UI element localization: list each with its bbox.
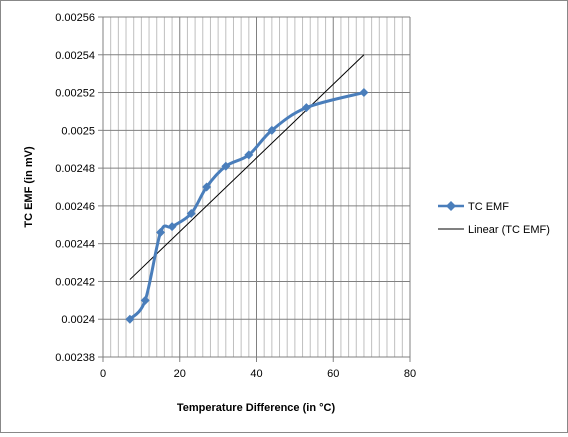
series-layer (125, 54, 369, 324)
tick-labels: 0.00238 0.0024 0.00242 0.00244 0.00246 0.0024… (55, 12, 416, 380)
data-point-tc-emf (156, 227, 166, 237)
legend-item-linear-tc-emf: Linear (TC EMF) (438, 224, 550, 236)
x-tick-label: 40 (250, 368, 262, 380)
data-point-tc-emf (186, 208, 196, 218)
data-point-tc-emf (167, 222, 177, 232)
data-point-tc-emf (125, 314, 135, 324)
legend-label-linear-tc-emf: Linear (TC EMF) (468, 224, 550, 236)
legend-label-tc-emf: TC EMF (468, 201, 509, 213)
y-tick-label: 0.0024 (61, 314, 95, 326)
axes (98, 16, 411, 362)
legend-item-tc-emf: TC EMF (438, 201, 509, 213)
y-tick-label: 0.00244 (55, 239, 95, 251)
x-tick-label: 80 (404, 368, 416, 380)
trendline-linear-tc-emf (129, 54, 365, 280)
y-axis-title: TC EMF (in mV) (23, 146, 35, 228)
data-point-tc-emf (221, 161, 231, 171)
x-axis-title: Temperature Difference (in °C) (177, 402, 336, 414)
legend: TC EMF Linear (TC EMF) (438, 201, 550, 236)
y-tick-label: 0.00246 (55, 201, 95, 213)
y-tick-label: 0.0025 (61, 125, 95, 137)
y-tick-label: 0.00242 (55, 276, 95, 288)
y-tick-label: 0.00238 (55, 352, 95, 364)
data-point-tc-emf (140, 295, 150, 305)
data-point-tc-emf (244, 150, 254, 160)
data-point-tc-emf (301, 103, 311, 113)
data-point-tc-emf (202, 182, 212, 192)
x-tick-label: 0 (100, 368, 106, 380)
x-tick-label: 60 (327, 368, 339, 380)
data-point-tc-emf (359, 88, 369, 98)
legend-marker-diamond-icon (446, 201, 456, 211)
y-tick-label: 0.00254 (55, 50, 95, 62)
x-tick-label: 20 (174, 368, 186, 380)
y-tick-label: 0.00248 (55, 163, 95, 175)
y-tick-label: 0.00252 (55, 88, 95, 100)
grid-lines (103, 16, 411, 357)
y-tick-label: 0.00256 (55, 12, 95, 24)
